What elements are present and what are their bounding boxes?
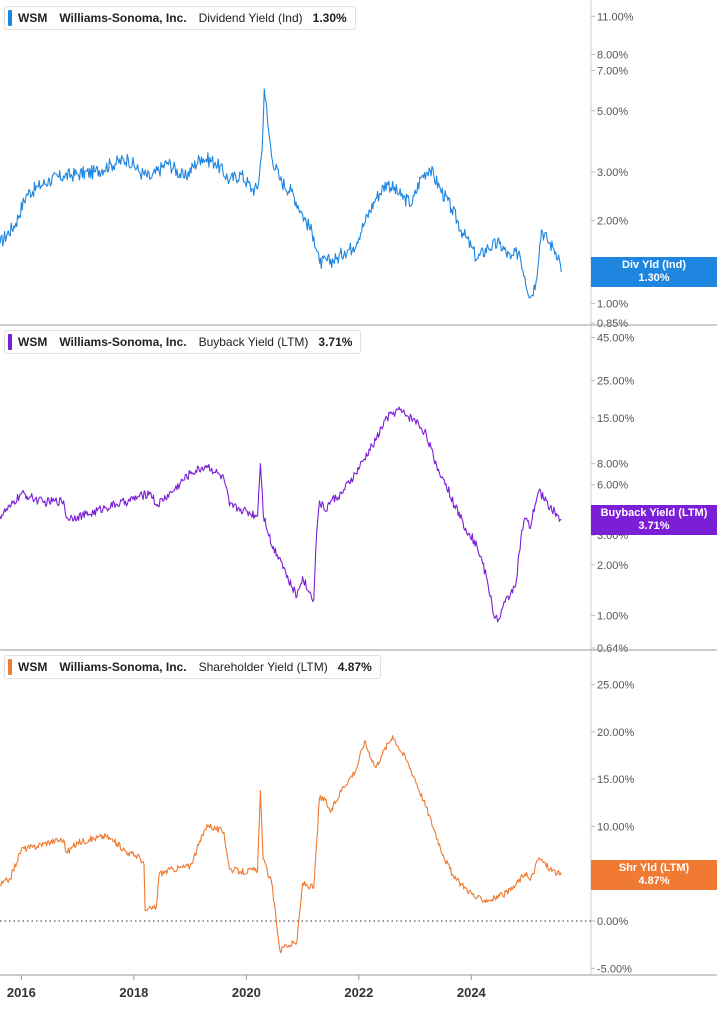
- tag-value: 3.71%: [638, 519, 670, 532]
- x-tick-label: 2024: [457, 985, 487, 1000]
- y-tick-label: 0.64%: [597, 643, 628, 655]
- y-tick-label: 3.00%: [597, 167, 628, 179]
- y-tick-label: 2.00%: [597, 216, 628, 228]
- legend-buyback-yield[interactable]: WSM Williams-Sonoma, Inc. Buyback Yield …: [4, 330, 362, 354]
- y-tick-label: 5.00%: [597, 106, 628, 118]
- legend-company: Williams-Sonoma, Inc.: [59, 660, 187, 674]
- legend-metric: Dividend Yield (Ind): [198, 11, 303, 25]
- y-tick-label: 7.00%: [597, 65, 628, 77]
- x-tick-label: 2020: [232, 985, 261, 1000]
- legend-metric: Buyback Yield (LTM): [198, 335, 309, 349]
- x-tick-label: 2018: [119, 985, 148, 1000]
- legend-metric: Shareholder Yield (LTM): [198, 660, 328, 674]
- y-tick-label: 1.00%: [597, 610, 628, 622]
- y-tick-label: 2.00%: [597, 560, 628, 572]
- legend-ticker: WSM: [18, 11, 48, 25]
- series-line: [0, 735, 562, 954]
- y-tick-label: 25.00%: [597, 376, 635, 388]
- series-line: [0, 406, 562, 623]
- legend-shareholder-yield[interactable]: WSM Williams-Sonoma, Inc. Shareholder Yi…: [4, 655, 381, 679]
- current-value-tag-dividend: Div Yld (Ind) 1.30%: [591, 257, 717, 288]
- tag-label: Shr Yld (LTM): [618, 861, 690, 874]
- x-tick-label: 2016: [7, 985, 36, 1000]
- y-tick-label: 15.00%: [597, 774, 635, 786]
- x-tick-label: 2022: [344, 985, 373, 1000]
- y-tick-label: 10.00%: [597, 821, 635, 833]
- y-tick-label: 1.00%: [597, 299, 628, 311]
- tag-label: Div Yld (Ind): [622, 259, 686, 272]
- current-value-tag-buyback: Buyback Yield (LTM) 3.71%: [591, 504, 717, 535]
- legend-ticker: WSM: [18, 335, 48, 349]
- legend-value: 3.71%: [318, 335, 353, 349]
- y-tick-label: 0.85%: [597, 318, 628, 330]
- y-tick-label: 15.00%: [597, 413, 635, 425]
- series-line: [0, 88, 562, 299]
- legend-swatch: [8, 659, 12, 675]
- y-tick-label: 11.00%: [597, 11, 634, 23]
- legend-ticker: WSM: [18, 660, 48, 674]
- y-tick-label: 20.00%: [597, 727, 635, 739]
- legend-dividend-yield[interactable]: WSM Williams-Sonoma, Inc. Dividend Yield…: [4, 6, 356, 30]
- legend-value: 1.30%: [312, 11, 347, 25]
- y-tick-label: 8.00%: [597, 49, 628, 61]
- y-tick-label: 6.00%: [597, 480, 628, 492]
- legend-company: Williams-Sonoma, Inc.: [59, 335, 187, 349]
- tag-value: 4.87%: [638, 874, 670, 887]
- y-tick-label: 8.00%: [597, 459, 628, 471]
- legend-value: 4.87%: [337, 660, 372, 674]
- legend-swatch: [8, 334, 12, 350]
- legend-swatch: [8, 10, 12, 26]
- legend-company: Williams-Sonoma, Inc.: [59, 11, 187, 25]
- tag-label: Buyback Yield (LTM): [600, 506, 708, 519]
- tag-value: 1.30%: [638, 272, 670, 285]
- y-tick-label: -5.00%: [597, 963, 632, 975]
- y-tick-label: 45.00%: [597, 333, 635, 345]
- current-value-tag-shareholder: Shr Yld (LTM) 4.87%: [591, 859, 717, 890]
- y-tick-label: 0.00%: [597, 916, 628, 928]
- y-tick-label: 25.00%: [597, 680, 635, 692]
